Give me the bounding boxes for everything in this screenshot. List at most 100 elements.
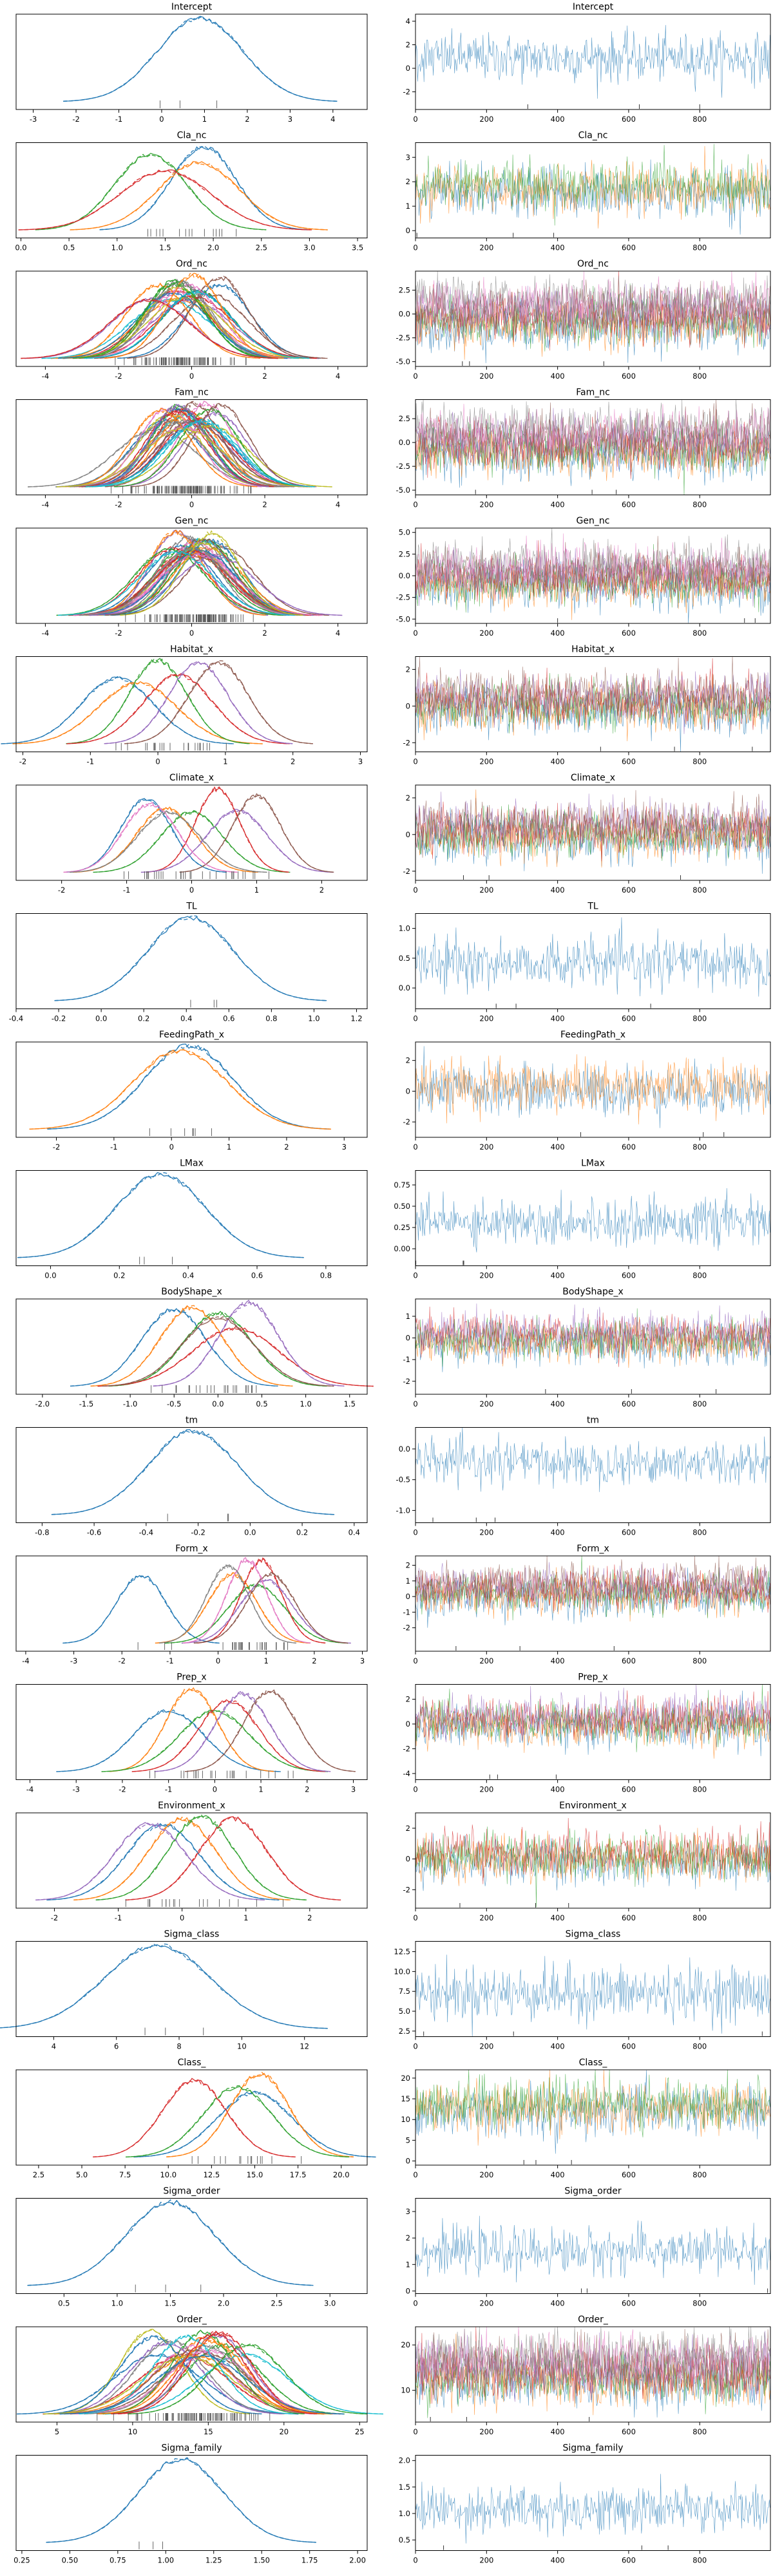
density-curve: [109, 1687, 274, 1772]
y-tick-label: 0.00: [394, 1244, 410, 1253]
x-tick-label: 400: [551, 2170, 565, 2179]
y-tick-label: 1: [406, 1312, 410, 1321]
x-tick-label: 0.4: [180, 1014, 192, 1023]
trace-line: [415, 1955, 770, 2037]
density-curve: [70, 1308, 278, 1387]
density-curve: [90, 1305, 293, 1387]
y-tick-label: 5.0: [399, 2007, 410, 2016]
density-curve: [70, 161, 328, 231]
density-curve: [72, 544, 290, 616]
density-curve: [140, 810, 334, 873]
density-curve: [18, 169, 312, 231]
x-tick-label: 400: [551, 2427, 565, 2436]
x-tick-label: -1: [110, 1142, 117, 1151]
x-tick-label: 1.0: [308, 1014, 320, 1023]
trace-panel-17: Sigma_order 0 200 400 600 800 0 1 2 3: [406, 2186, 771, 2308]
y-tick-label: 2: [406, 793, 410, 802]
trace-line: [415, 1318, 770, 1372]
density-curve: [85, 406, 275, 488]
trace-line: [415, 2329, 770, 2400]
x-tick-label: 4: [336, 500, 340, 509]
density-curve: [166, 2071, 354, 2157]
x-tick-label: 600: [622, 629, 636, 638]
density-title: Intercept: [171, 2, 213, 12]
x-tick-label: 600: [622, 1528, 636, 1537]
density-title: Cla_nc: [177, 131, 207, 141]
density-curve: [88, 404, 269, 488]
y-tick-label: -2: [403, 1377, 410, 1386]
density-panel-0: Intercept -3 -2 -1 0 1 2 3 4: [15, 2, 368, 124]
trace-panel-8: FeedingPath_x 0 200 400 600 800 -2 0 2: [403, 1030, 771, 1151]
trace-line: [415, 270, 770, 338]
density-curve: [130, 402, 312, 488]
density-curve: [59, 2355, 345, 2415]
density-curve: [184, 1689, 356, 1772]
x-tick-label: 200: [479, 115, 493, 124]
density-curve: [93, 539, 298, 616]
density-curve: [183, 1558, 311, 1643]
x-tick-label: -1: [123, 886, 130, 895]
x-tick-label: 400: [551, 1142, 565, 1151]
density-curve: [102, 1317, 334, 1387]
density-curve: [184, 1689, 356, 1772]
trace-axes-frame: [415, 1298, 771, 1395]
x-tick-label: 3.0: [324, 2299, 336, 2308]
x-tick-label: 1.5: [164, 2299, 176, 2308]
x-tick-label: 1.5: [159, 243, 171, 252]
x-tick-label: 20: [279, 2427, 289, 2436]
trace-line: [415, 1555, 770, 1620]
density-curve: [98, 2340, 326, 2414]
trace-title: LMax: [581, 1159, 605, 1169]
x-tick-label: -2: [119, 1656, 126, 1665]
density-title: Sigma_class: [164, 1929, 220, 1940]
x-tick-label: 400: [551, 1014, 565, 1023]
trace-line: [415, 656, 770, 727]
density-curve: [153, 1302, 345, 1387]
trace-axes-frame: [415, 1684, 771, 1780]
x-tick-label: 600: [622, 2556, 636, 2565]
density-curve: [65, 798, 227, 873]
x-tick-label: 400: [551, 1656, 565, 1665]
trace-axes-frame: [415, 1555, 771, 1652]
x-tick-label: 0: [413, 1785, 417, 1794]
x-tick-label: 0.2: [296, 1528, 308, 1537]
x-tick-label: 400: [551, 2042, 565, 2051]
x-tick-label: 1: [202, 115, 207, 124]
density-curve: [66, 673, 290, 744]
trace-axes-frame: [415, 142, 771, 238]
trace-line: [415, 408, 770, 479]
y-tick-label: 0.75: [394, 1180, 410, 1189]
density-curve: [127, 276, 312, 359]
x-tick-label: 0: [413, 1913, 417, 1922]
density-curve: [70, 810, 267, 873]
y-tick-label: 0: [406, 1855, 410, 1864]
trace-axes-frame: [415, 2326, 771, 2423]
y-tick-label: -2: [403, 1885, 410, 1894]
trace-axes-frame: [415, 913, 771, 1009]
x-tick-label: -2: [53, 1142, 60, 1151]
x-tick-label: 0: [189, 500, 194, 509]
x-tick-label: -2: [115, 629, 122, 638]
x-tick-label: 5.0: [76, 2170, 88, 2179]
density-title: Form_x: [175, 1544, 208, 1554]
trace-line: [415, 536, 770, 600]
trace-axes-frame: [415, 2198, 771, 2294]
x-tick-label: 0: [189, 886, 194, 895]
density-title: LMax: [180, 1159, 204, 1169]
density-curve: [73, 1817, 291, 1900]
x-tick-label: 600: [622, 1399, 636, 1408]
y-tick-label: 12.5: [394, 1947, 410, 1956]
density-curve: [21, 298, 278, 359]
density-title: Fam_nc: [175, 388, 209, 398]
density-curve: [46, 2457, 316, 2543]
x-tick-label: -0.4: [139, 1528, 153, 1537]
trace-title: BodyShape_x: [562, 1287, 623, 1297]
x-tick-label: 0: [413, 2427, 417, 2436]
x-tick-label: 600: [622, 1271, 636, 1280]
y-tick-label: -1: [403, 1355, 410, 1364]
y-tick-label: 0: [406, 701, 410, 710]
y-tick-label: 0.25: [394, 1223, 410, 1232]
density-curve: [85, 529, 266, 616]
x-tick-label: 0: [413, 886, 417, 895]
density-panel-12: Form_x -4 -3 -2 -1 0 1 2 3: [15, 1544, 368, 1665]
